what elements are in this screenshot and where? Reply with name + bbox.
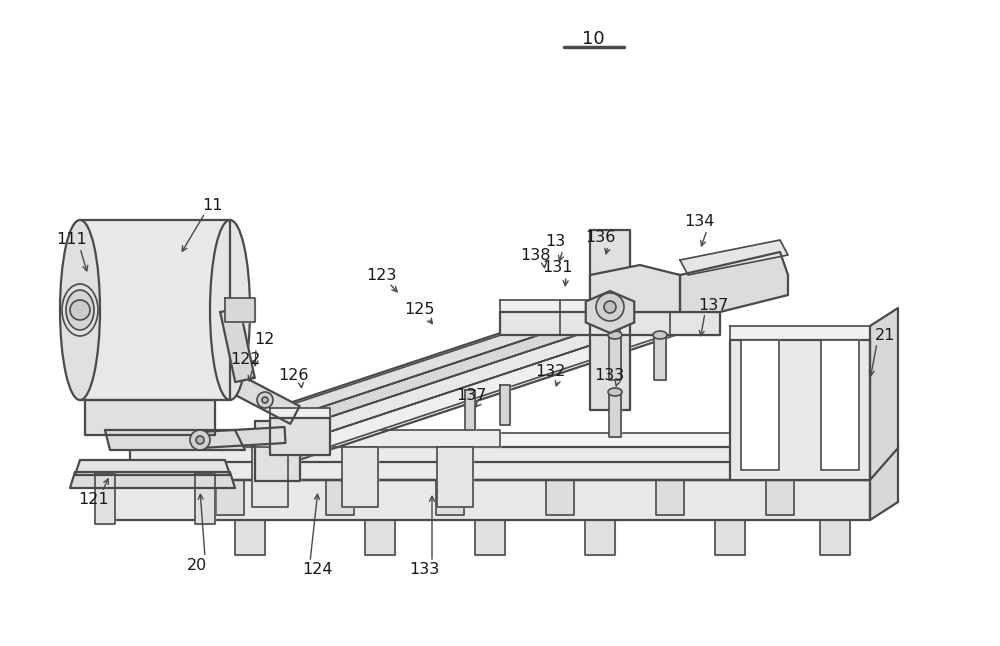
Polygon shape: [609, 392, 621, 437]
Polygon shape: [275, 287, 686, 434]
Polygon shape: [500, 385, 510, 425]
Polygon shape: [85, 400, 215, 435]
Polygon shape: [500, 300, 720, 312]
Text: 138: 138: [521, 247, 551, 262]
Ellipse shape: [66, 290, 94, 330]
Polygon shape: [500, 312, 720, 335]
Text: 12: 12: [254, 333, 274, 348]
Text: 11: 11: [203, 198, 223, 213]
Polygon shape: [95, 474, 115, 524]
Polygon shape: [70, 472, 235, 488]
Polygon shape: [279, 299, 691, 447]
Polygon shape: [130, 447, 870, 480]
Ellipse shape: [608, 331, 622, 339]
Polygon shape: [680, 252, 788, 312]
Polygon shape: [80, 220, 230, 400]
Polygon shape: [465, 390, 475, 430]
Polygon shape: [715, 520, 745, 555]
Polygon shape: [475, 520, 505, 555]
Ellipse shape: [608, 388, 622, 396]
Ellipse shape: [60, 220, 100, 400]
Circle shape: [596, 293, 624, 321]
Polygon shape: [75, 460, 230, 475]
Polygon shape: [590, 265, 680, 312]
Polygon shape: [365, 520, 395, 555]
Text: 10: 10: [582, 30, 604, 48]
Polygon shape: [730, 326, 870, 340]
Polygon shape: [235, 520, 265, 555]
Text: 21: 21: [875, 328, 895, 342]
Circle shape: [604, 301, 616, 313]
Polygon shape: [680, 240, 788, 275]
Polygon shape: [105, 430, 245, 450]
Polygon shape: [130, 433, 870, 447]
Polygon shape: [271, 274, 696, 463]
Circle shape: [70, 300, 90, 320]
Polygon shape: [270, 408, 330, 418]
Polygon shape: [656, 480, 684, 515]
Ellipse shape: [210, 220, 250, 400]
Text: 126: 126: [278, 368, 308, 382]
Text: 123: 123: [366, 267, 396, 282]
Ellipse shape: [653, 331, 667, 339]
Circle shape: [262, 397, 268, 403]
Polygon shape: [741, 340, 779, 470]
Polygon shape: [546, 480, 574, 515]
Polygon shape: [108, 480, 870, 520]
Polygon shape: [220, 308, 255, 382]
Polygon shape: [342, 447, 378, 507]
Polygon shape: [730, 340, 870, 480]
Polygon shape: [255, 421, 300, 481]
Circle shape: [190, 430, 210, 450]
Polygon shape: [270, 418, 330, 455]
Polygon shape: [326, 480, 354, 515]
Text: 131: 131: [543, 260, 573, 275]
Text: 137: 137: [698, 298, 728, 313]
Polygon shape: [654, 335, 666, 380]
Polygon shape: [585, 520, 615, 555]
Polygon shape: [437, 447, 473, 507]
Polygon shape: [252, 447, 288, 507]
Text: 122: 122: [230, 353, 260, 368]
Text: 111: 111: [57, 233, 87, 247]
Text: 20: 20: [187, 557, 207, 572]
Polygon shape: [820, 520, 850, 555]
Text: 136: 136: [585, 231, 615, 245]
Polygon shape: [130, 430, 500, 447]
Polygon shape: [195, 474, 215, 524]
Polygon shape: [108, 462, 870, 480]
Polygon shape: [870, 308, 898, 480]
Text: 133: 133: [409, 563, 439, 578]
Text: 13: 13: [545, 234, 565, 249]
Polygon shape: [590, 230, 630, 410]
Text: 132: 132: [535, 364, 565, 379]
Polygon shape: [609, 335, 621, 380]
Text: 134: 134: [684, 214, 714, 229]
Polygon shape: [272, 276, 682, 422]
Polygon shape: [766, 480, 794, 515]
Text: 121: 121: [79, 492, 109, 508]
Text: 124: 124: [303, 563, 333, 578]
Text: 133: 133: [594, 368, 624, 382]
Polygon shape: [821, 340, 859, 470]
Polygon shape: [227, 373, 300, 424]
Polygon shape: [870, 444, 898, 520]
Polygon shape: [586, 291, 634, 333]
Polygon shape: [436, 480, 464, 515]
Polygon shape: [200, 427, 285, 448]
Circle shape: [257, 392, 273, 408]
Text: 137: 137: [456, 388, 486, 402]
Polygon shape: [225, 298, 255, 322]
Polygon shape: [284, 312, 695, 461]
Circle shape: [196, 436, 204, 444]
Polygon shape: [216, 480, 244, 515]
Text: 125: 125: [405, 302, 435, 317]
